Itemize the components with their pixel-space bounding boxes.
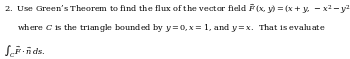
Text: 2.  Use Green’s Theorem to find the flux of the vector field $\vec{F}\,(x, y) = : 2. Use Green’s Theorem to find the flux …	[4, 2, 350, 16]
Text: $\int_C \vec{F} \cdot \vec{n}\, ds$.: $\int_C \vec{F} \cdot \vec{n}\, ds$.	[4, 43, 45, 59]
Text: where $C$ is the triangle bounded by $y = 0, x = 1$, and $y = x$.  That is evalu: where $C$ is the triangle bounded by $y …	[17, 22, 326, 34]
